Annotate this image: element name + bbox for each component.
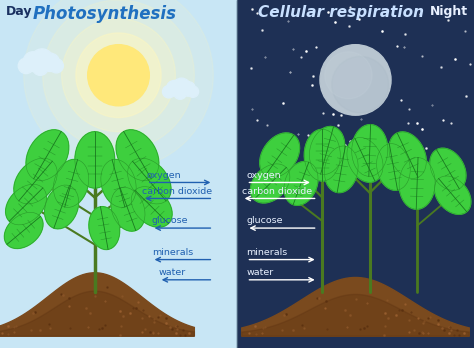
Polygon shape [430,148,466,190]
Circle shape [32,60,48,76]
Text: water: water [159,268,186,277]
Circle shape [49,59,64,73]
Polygon shape [242,294,469,336]
Text: Day: Day [6,5,32,18]
Circle shape [76,33,161,118]
Polygon shape [128,158,171,204]
Text: minerals: minerals [152,248,193,257]
Polygon shape [304,129,340,181]
Circle shape [320,45,391,115]
Polygon shape [6,184,46,225]
Text: Night: Night [430,5,468,18]
Polygon shape [399,158,435,209]
Circle shape [173,78,191,96]
Text: Cellular respiration: Cellular respiration [258,5,424,20]
Text: carbon dioxide: carbon dioxide [242,187,312,196]
Polygon shape [376,144,410,190]
Text: water: water [246,268,273,277]
Polygon shape [250,164,290,203]
Polygon shape [116,130,159,181]
Circle shape [43,0,194,150]
Text: oxygen: oxygen [246,171,281,180]
Polygon shape [352,125,388,176]
Circle shape [23,52,43,71]
Text: oxygen: oxygen [147,171,182,180]
Circle shape [24,0,213,169]
Polygon shape [4,212,43,248]
Polygon shape [89,207,119,250]
Bar [0,0,237,348]
Polygon shape [131,187,172,227]
Polygon shape [45,185,79,229]
Circle shape [166,80,182,96]
Text: glucose: glucose [152,216,188,226]
Polygon shape [324,146,358,192]
Circle shape [31,49,54,71]
Polygon shape [54,159,89,207]
Polygon shape [14,158,57,204]
Circle shape [41,53,60,71]
Text: carbon dioxide: carbon dioxide [142,187,212,196]
Polygon shape [26,130,69,181]
Circle shape [163,86,175,98]
Circle shape [62,19,175,132]
Polygon shape [310,126,345,174]
Polygon shape [284,161,318,205]
Polygon shape [0,291,194,336]
Circle shape [325,52,372,99]
Circle shape [88,45,149,106]
Polygon shape [75,132,115,188]
Circle shape [332,56,389,113]
Text: glucose: glucose [246,216,283,226]
Polygon shape [0,273,194,336]
Polygon shape [389,132,426,179]
Circle shape [181,81,195,96]
Circle shape [187,86,199,97]
Text: minerals: minerals [246,248,288,257]
Circle shape [174,87,186,99]
Polygon shape [260,133,300,177]
Polygon shape [242,277,469,336]
Circle shape [18,58,34,73]
Polygon shape [111,188,145,231]
Text: Photosynthesis: Photosynthesis [32,5,176,23]
Polygon shape [347,137,383,182]
Polygon shape [101,159,136,207]
Bar [237,0,474,348]
Polygon shape [435,176,471,214]
